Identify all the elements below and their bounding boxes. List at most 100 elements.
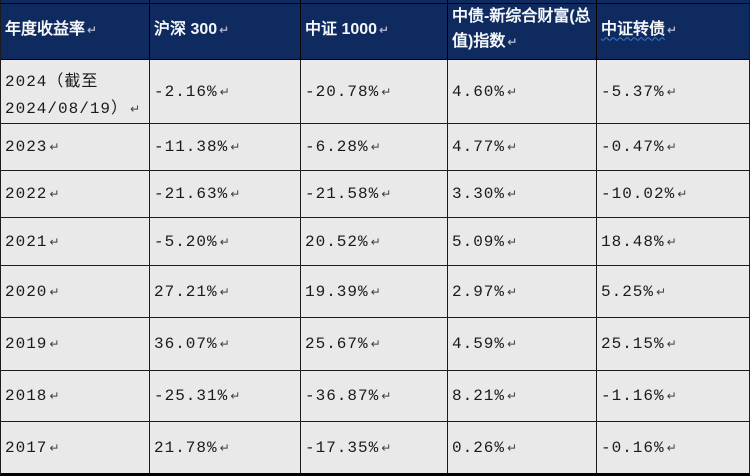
value-cell: 5.25% ↵ <box>597 266 749 318</box>
header-chinabond-index: 中债-新综合财富(总值)指数 ↵ <box>448 0 597 60</box>
paragraph-mark-icon: ↵ <box>507 234 518 249</box>
value-cell: -6.28% ↵ <box>301 124 448 171</box>
header-label: 年度收益率 <box>5 20 86 38</box>
paragraph-mark-icon: ↵ <box>656 284 667 299</box>
paragraph-mark-icon: ↵ <box>381 440 392 455</box>
paragraph-mark-icon: ↵ <box>370 337 381 351</box>
value-cell: -20.78% ↵ <box>301 60 448 124</box>
paragraph-mark-icon: ↵ <box>507 440 518 455</box>
paragraph-mark-icon: ↵ <box>370 284 381 299</box>
value-cell: 4.77% ↵ <box>448 124 597 171</box>
value-cell: 8.21% ↵ <box>448 371 597 422</box>
paragraph-mark-icon: ↵ <box>381 389 392 403</box>
paragraph-mark-icon: ↵ <box>370 234 381 249</box>
paragraph-mark-icon: ↵ <box>507 84 518 99</box>
table-top-border <box>1 3 749 4</box>
paragraph-mark-icon: ↵ <box>219 234 230 249</box>
year-cell: 2018 ↵ <box>1 371 150 422</box>
paragraph-mark-icon: ↵ <box>507 284 518 299</box>
value-cell: -5.20% ↵ <box>150 218 301 266</box>
value-cell: 20.52% ↵ <box>301 218 448 266</box>
value-cell: 4.59% ↵ <box>448 318 597 371</box>
paragraph-mark-icon: ↵ <box>507 35 518 49</box>
paragraph-mark-icon: ↵ <box>219 284 230 299</box>
value-cell: -17.35% ↵ <box>301 422 448 473</box>
paragraph-mark-icon: ↵ <box>87 22 98 37</box>
paragraph-mark-icon: ↵ <box>507 140 518 154</box>
paragraph-mark-icon: ↵ <box>666 234 677 249</box>
value-cell: 3.30% ↵ <box>448 171 597 218</box>
value-cell: -10.02% ↵ <box>597 171 749 218</box>
paragraph-mark-icon: ↵ <box>667 22 678 37</box>
value-cell: 25.15% ↵ <box>597 318 749 371</box>
paragraph-mark-icon: ↵ <box>230 140 241 154</box>
paragraph-mark-icon: ↵ <box>219 84 230 99</box>
value-cell: -5.37% ↵ <box>597 60 749 124</box>
value-cell: -21.58% ↵ <box>301 171 448 218</box>
value-cell: 19.39% ↵ <box>301 266 448 318</box>
value-cell: -11.38% ↵ <box>150 124 301 171</box>
paragraph-mark-icon: ↵ <box>507 187 518 201</box>
value-cell: 0.26% ↵ <box>448 422 597 473</box>
paragraph-mark-icon: ↵ <box>507 389 518 403</box>
value-cell: 18.48% ↵ <box>597 218 749 266</box>
paragraph-mark-icon: ↵ <box>666 84 677 99</box>
value-cell: 5.09% ↵ <box>448 218 597 266</box>
header-label: 中证 1000 <box>305 20 378 38</box>
value-cell: 4.60% ↵ <box>448 60 597 124</box>
value-cell: -0.47% ↵ <box>597 124 749 171</box>
paragraph-mark-icon: ↵ <box>230 187 241 201</box>
year-cell: 2022 ↵ <box>1 171 150 218</box>
value-cell: -1.16% ↵ <box>597 371 749 422</box>
paragraph-mark-icon: ↵ <box>666 337 677 351</box>
paragraph-mark-icon: ↵ <box>49 234 60 249</box>
header-label: 沪深 300 <box>154 20 218 38</box>
paragraph-mark-icon: ↵ <box>49 140 60 154</box>
paragraph-mark-icon: ↵ <box>130 102 141 116</box>
header-csi300: 沪深 300 ↵ <box>150 0 301 60</box>
value-cell: 2.97% ↵ <box>448 266 597 318</box>
paragraph-mark-icon: ↵ <box>49 440 60 455</box>
year-cell: 2021 ↵ <box>1 218 150 266</box>
header-label: 中债-新综合财富(总值)指数 <box>452 8 591 50</box>
year-cell: 2019 ↵ <box>1 318 150 371</box>
year-cell: 2024（截至 2024/08/19） ↵ <box>1 60 150 124</box>
paragraph-mark-icon: ↵ <box>49 284 60 299</box>
paragraph-mark-icon: ↵ <box>219 22 230 37</box>
header-csi1000: 中证 1000 ↵ <box>301 0 448 60</box>
paragraph-mark-icon: ↵ <box>666 140 677 154</box>
paragraph-mark-icon: ↵ <box>507 337 518 351</box>
paragraph-mark-icon: ↵ <box>381 187 392 201</box>
paragraph-mark-icon: ↵ <box>219 440 230 455</box>
paragraph-mark-icon: ↵ <box>370 140 381 154</box>
paragraph-mark-icon: ↵ <box>666 440 677 455</box>
paragraph-mark-icon: ↵ <box>49 389 60 403</box>
paragraph-mark-icon: ↵ <box>677 187 688 201</box>
paragraph-mark-icon: ↵ <box>666 389 677 403</box>
year-cell: 2020 ↵ <box>1 266 150 318</box>
value-cell: -21.63% ↵ <box>150 171 301 218</box>
paragraph-mark-icon: ↵ <box>379 22 390 37</box>
value-cell: -2.16% ↵ <box>150 60 301 124</box>
paragraph-mark-icon: ↵ <box>49 337 60 351</box>
value-cell: 27.21% ↵ <box>150 266 301 318</box>
value-cell: -36.87% ↵ <box>301 371 448 422</box>
year-cell: 2017 ↵ <box>1 422 150 473</box>
header-label: 中证转债 <box>601 20 666 38</box>
paragraph-mark-icon: ↵ <box>230 389 241 403</box>
value-cell: 36.07% ↵ <box>150 318 301 371</box>
header-annual-return: 年度收益率 ↵ <box>1 0 150 60</box>
year-line: 2024（截至 <box>5 73 99 91</box>
value-cell: -25.31% ↵ <box>150 371 301 422</box>
value-cell: -0.16% ↵ <box>597 422 749 473</box>
paragraph-mark-icon: ↵ <box>49 187 60 201</box>
paragraph-mark-icon: ↵ <box>381 84 392 99</box>
year-cell: 2023 ↵ <box>1 124 150 171</box>
value-cell: 25.67% ↵ <box>301 318 448 371</box>
value-cell: 21.78% ↵ <box>150 422 301 473</box>
paragraph-mark-icon: ↵ <box>219 337 230 351</box>
header-csi-convertible-bond: 中证转债 ↵ <box>597 0 749 60</box>
year-line: 2024/08/19） ↵ <box>5 100 141 118</box>
